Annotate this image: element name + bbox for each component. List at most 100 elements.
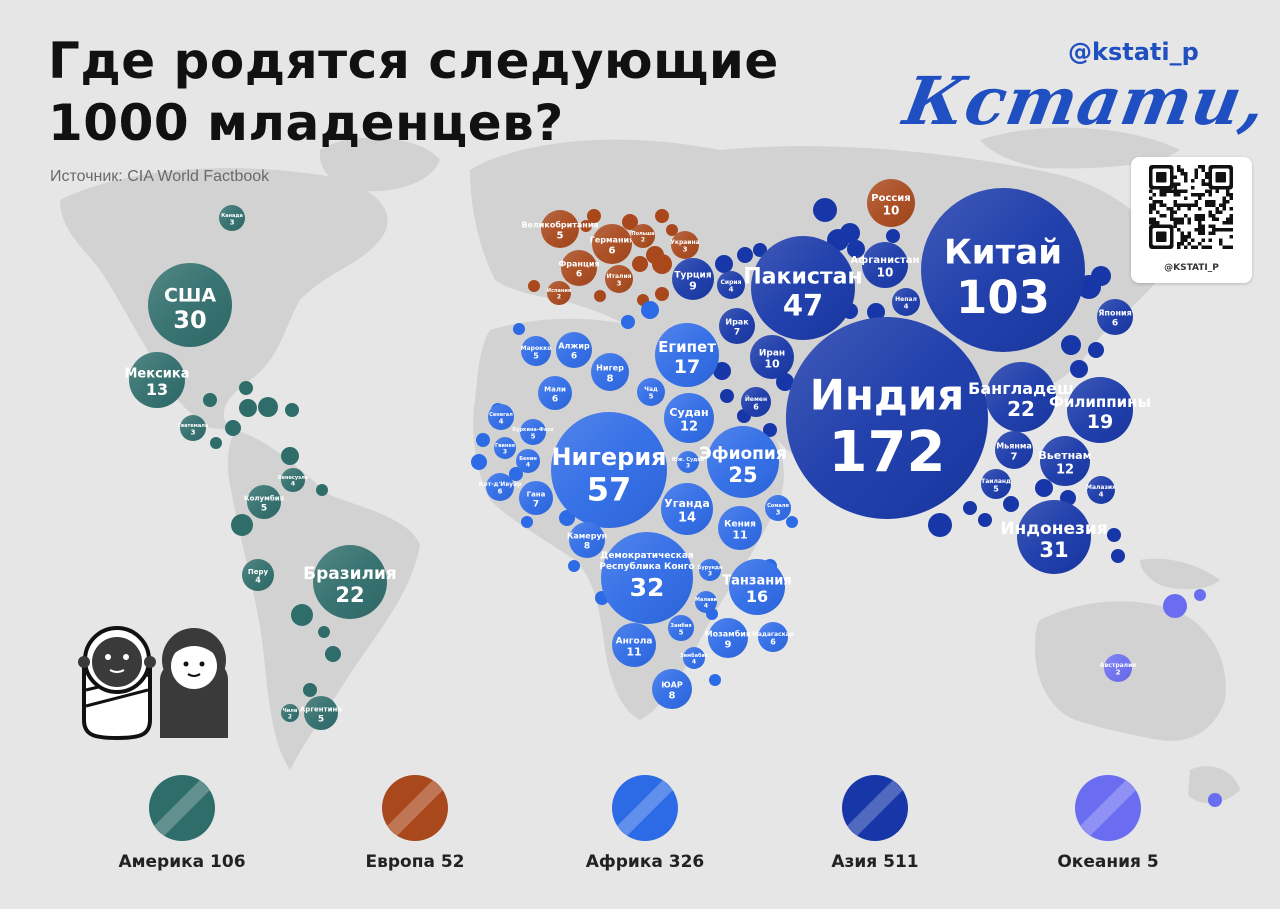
qr-module bbox=[1201, 245, 1205, 249]
qr-module bbox=[1201, 182, 1205, 186]
bubble-value: 3 bbox=[617, 280, 622, 288]
bubble-filler bbox=[847, 240, 865, 258]
qr-code-card[interactable]: @KSTATI_P bbox=[1131, 157, 1252, 283]
legend-swatch-oceania bbox=[1075, 775, 1141, 841]
bubble-value: 10 bbox=[877, 265, 894, 279]
qr-module bbox=[1173, 200, 1177, 204]
qr-module bbox=[1170, 217, 1174, 221]
qr-module bbox=[1205, 182, 1209, 186]
bubble-value: 19 bbox=[1087, 411, 1113, 433]
qr-module bbox=[1152, 221, 1156, 225]
qr-module bbox=[1187, 207, 1191, 211]
qr-module bbox=[1215, 210, 1219, 214]
bubble-filler bbox=[509, 467, 523, 481]
qr-module bbox=[1173, 175, 1177, 179]
qr-module bbox=[1159, 214, 1163, 218]
bubble-label: Мали bbox=[544, 386, 566, 394]
qr-module bbox=[1229, 228, 1233, 232]
bubble-label: Республика Конго bbox=[599, 561, 694, 572]
bubble-value: 25 bbox=[728, 463, 757, 487]
bubble-shine bbox=[281, 468, 305, 492]
bubble-filler bbox=[886, 229, 900, 243]
bubble-label: Пакистан bbox=[743, 265, 862, 290]
qr-module bbox=[1191, 193, 1195, 197]
qr-code-icon bbox=[1149, 165, 1233, 249]
bubble-shine bbox=[652, 669, 692, 709]
qr-module bbox=[1198, 217, 1202, 221]
qr-module bbox=[1212, 217, 1216, 221]
bubble-label: Алжир bbox=[558, 342, 590, 351]
babies-illustration bbox=[78, 626, 228, 741]
qr-module bbox=[1177, 245, 1181, 249]
bubble-shine bbox=[637, 378, 665, 406]
bubble-shine bbox=[129, 352, 185, 408]
bubble-label: США bbox=[164, 284, 216, 306]
channel-handle[interactable]: @kstati_p bbox=[1068, 38, 1199, 66]
qr-module bbox=[1194, 203, 1198, 207]
qr-caption: @KSTATI_P bbox=[1164, 263, 1219, 273]
qr-module bbox=[1208, 203, 1212, 207]
bubble-value: 2 bbox=[557, 294, 561, 301]
bubble-value: 12 bbox=[680, 419, 698, 434]
bubble-value: 7 bbox=[533, 500, 539, 510]
bubble-value: 3 bbox=[503, 449, 507, 456]
legend-label-oceania: Океания 5 bbox=[1057, 852, 1159, 872]
bubble-label: Таиланд bbox=[981, 478, 1011, 485]
bubble-label: Мьянма bbox=[996, 442, 1032, 451]
qr-module bbox=[1208, 224, 1212, 228]
bubble-value: 5 bbox=[557, 231, 564, 242]
bubble-label: Филиппины bbox=[1049, 393, 1151, 411]
bubble-value: 4 bbox=[255, 576, 261, 585]
legend-label-america: Америка 106 bbox=[118, 852, 246, 872]
baby-swaddled-icon bbox=[78, 626, 156, 741]
qr-module bbox=[1187, 242, 1191, 246]
bubble-label: Гватемала bbox=[178, 423, 209, 429]
qr-module bbox=[1180, 203, 1184, 207]
bubble-shine bbox=[592, 224, 632, 264]
qr-module bbox=[1201, 179, 1205, 183]
qr-module bbox=[1201, 168, 1205, 172]
qr-module bbox=[1226, 193, 1230, 197]
qr-module bbox=[1180, 217, 1184, 221]
qr-module bbox=[1229, 245, 1233, 249]
bubble-value: 3 bbox=[686, 463, 690, 470]
bubble-filler bbox=[1070, 360, 1088, 378]
qr-module bbox=[1152, 217, 1156, 221]
bubble-filler bbox=[840, 223, 860, 243]
bubble-value: 13 bbox=[146, 380, 168, 399]
qr-module bbox=[1201, 228, 1205, 232]
qr-module bbox=[1184, 175, 1188, 179]
bubble-filler bbox=[521, 516, 533, 528]
bubble-value: 8 bbox=[584, 542, 590, 552]
bubble-label: Сомали bbox=[767, 503, 789, 509]
qr-module bbox=[1152, 207, 1156, 211]
qr-module bbox=[1177, 165, 1181, 169]
qr-module bbox=[1205, 172, 1209, 176]
bubble-filler bbox=[713, 362, 731, 380]
bubble-filler bbox=[528, 280, 540, 292]
bubble-value: 5 bbox=[531, 433, 536, 441]
qr-module bbox=[1222, 245, 1226, 249]
qr-module bbox=[1187, 203, 1191, 207]
bubble-filler bbox=[471, 454, 487, 470]
bubble-label: Испания bbox=[547, 288, 571, 294]
bubble-shine bbox=[707, 426, 779, 498]
bubble-label: Чили bbox=[283, 708, 298, 714]
bubble-label: Италия bbox=[607, 273, 632, 280]
bubble-filler bbox=[978, 513, 992, 527]
legend-swatch-america bbox=[149, 775, 215, 841]
qr-module bbox=[1222, 203, 1226, 207]
bubble-label: Гана bbox=[527, 491, 546, 499]
bubble-value: 22 bbox=[1007, 397, 1035, 421]
